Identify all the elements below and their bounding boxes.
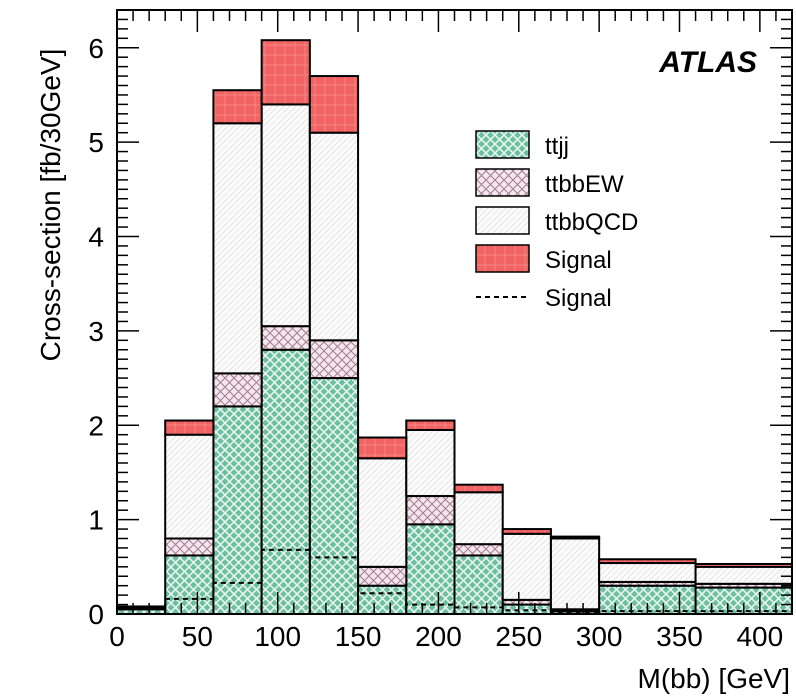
bar-ttbbqcd-bin-5 <box>357 457 408 568</box>
bar-ttbbew-bin-3 <box>260 325 311 351</box>
bar-ttbbqcd-bin-2 <box>212 122 263 375</box>
x-tick-label: 150 <box>335 621 382 652</box>
legend-label: ttbbEW <box>545 171 624 198</box>
bar-signal-bin-6 <box>405 419 456 431</box>
x-tick-label: 0 <box>109 621 125 652</box>
x-tick-label: 250 <box>495 621 542 652</box>
tick-labels: 0 50 100 150 200 250 300 350 400 0 1 2 3 4 5 6 <box>88 33 783 652</box>
bar-ttjj-bin-5 <box>357 584 408 615</box>
x-tick-label: 400 <box>736 621 783 652</box>
x-tick-label: 350 <box>656 621 703 652</box>
legend-swatch <box>475 244 530 273</box>
legend-item-signal: Signal <box>475 244 612 274</box>
legend-item-ttbbqcd: ttbbQCD <box>475 206 638 236</box>
y-axis-title: Cross-section [fb/30GeV] <box>35 49 66 362</box>
bar-ttbbqcd-bin-8 <box>501 532 552 601</box>
bar-ttbbqcd-bin-1 <box>164 433 215 540</box>
x-tick-label: 200 <box>415 621 462 652</box>
y-tick-label: 1 <box>88 505 104 536</box>
bar-signal-bin-1 <box>164 419 215 436</box>
legend-item-ttjj: ttjj <box>475 130 569 160</box>
legend-label: ttjj <box>545 133 569 160</box>
legend-swatch <box>475 168 530 197</box>
bar-signal-bin-5 <box>357 436 408 460</box>
bar-signal-bin-9 <box>549 535 601 540</box>
bar-ttbbqcd-bin-7 <box>453 491 504 546</box>
x-axis-title: M(bb) [GeV] <box>638 663 790 694</box>
legend-label: ttbbQCD <box>545 209 638 236</box>
legend: ttjj ttbbEW ttbbQCD Signal Signal <box>475 130 638 312</box>
bar-signal-bin-2 <box>212 89 263 125</box>
bar-ttbbqcd-bin-9 <box>549 537 601 611</box>
bar-ttbbqcd-bin-11 <box>694 565 793 585</box>
x-tick-label: 50 <box>182 621 213 652</box>
bar-ttbbew-bin-4 <box>308 339 360 380</box>
bars-layer <box>116 39 793 616</box>
bar-ttbbqcd-bin-3 <box>260 103 311 328</box>
legend-label: Signal <box>545 247 612 274</box>
bar-ttjj-bin-7 <box>453 554 504 615</box>
legend-item-signal-dashed: Signal <box>476 285 612 312</box>
legend-swatch <box>475 206 530 235</box>
bar-signal-bin-3 <box>260 39 311 106</box>
y-tick-label: 5 <box>88 127 104 158</box>
bar-ttbbew-bin-2 <box>212 372 263 408</box>
bar-ttbbew-bin-1 <box>164 537 215 557</box>
bar-ttjj-bin-4 <box>308 377 360 615</box>
bar-signal-bin-4 <box>308 75 360 134</box>
bar-signal-bin-11 <box>694 562 793 568</box>
bar-ttjj-bin-1 <box>164 554 215 615</box>
bar-ttbbqcd-bin-0 <box>116 605 167 609</box>
bar-ttjj-bin-3 <box>260 348 311 615</box>
y-tick-label: 6 <box>88 33 104 64</box>
y-tick-label: 3 <box>88 316 104 347</box>
y-tick-label: 0 <box>88 599 104 630</box>
bar-ttjj-bin-2 <box>212 405 263 615</box>
bar-ttbbew-bin-5 <box>357 565 408 587</box>
bar-ttbbqcd-bin-10 <box>598 562 697 583</box>
bar-signal-bin-8 <box>501 528 552 535</box>
bar-signal-bin-10 <box>598 558 697 565</box>
bar-ttbbqcd-bin-6 <box>405 428 456 498</box>
series-signal <box>164 39 793 568</box>
series-ttbbew <box>116 325 793 613</box>
y-tick-label: 4 <box>88 222 104 253</box>
x-tick-label: 100 <box>254 621 301 652</box>
y-tick-label: 2 <box>88 410 104 441</box>
legend-swatch <box>475 130 530 159</box>
legend-label: Signal <box>545 285 612 312</box>
legend-item-ttbbew: ttbbEW <box>475 168 624 198</box>
axis-ticks <box>116 9 793 615</box>
bar-ttbbew-bin-7 <box>453 543 504 557</box>
bar-signal-bin-7 <box>453 483 504 494</box>
x-tick-label: 300 <box>576 621 623 652</box>
bar-ttbbqcd-bin-4 <box>308 131 360 342</box>
atlas-label: ATLAS <box>658 46 757 79</box>
bar-ttbbew-bin-6 <box>405 495 456 526</box>
bar-ttjj-bin-6 <box>405 523 456 615</box>
